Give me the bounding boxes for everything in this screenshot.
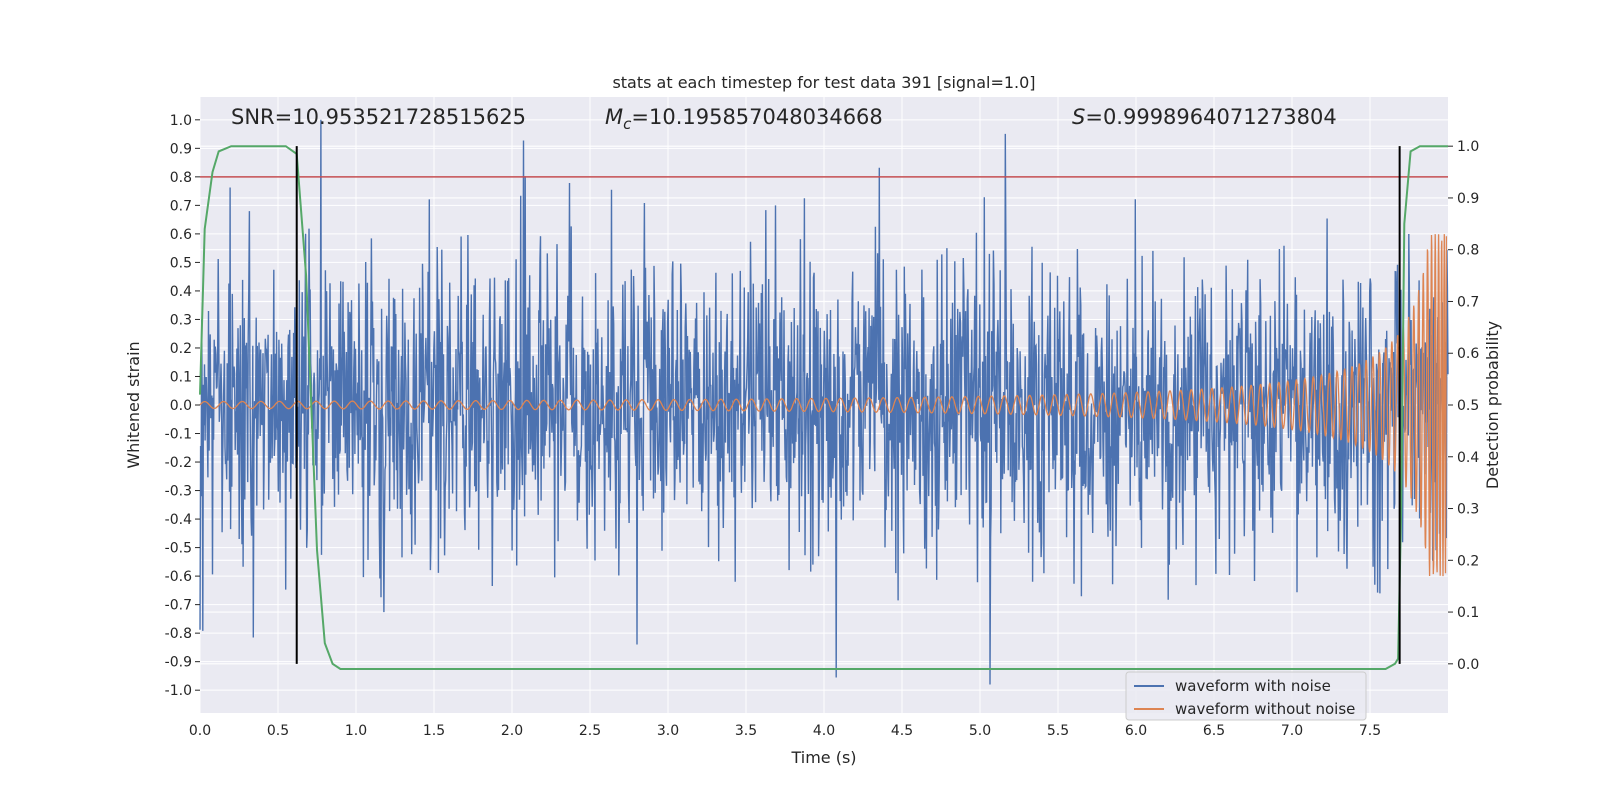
y-tick-label: -0.8 (165, 626, 192, 642)
chirp-mass-value: =10.195857048034668 (631, 105, 882, 129)
series-detection-probability (199, 145, 1448, 670)
x-tick-label: 0.5 (267, 723, 289, 739)
y2-tick-label: 1.0 (1457, 139, 1479, 155)
y-tick-label: -0.7 (165, 598, 192, 614)
x-tick-label: 3.0 (657, 723, 679, 739)
chart-title: stats at each timestep for test data 391… (612, 73, 1035, 92)
statistic-value: =0.9998964071273804 (1085, 105, 1336, 129)
y-tick-label: 0.6 (170, 227, 192, 243)
x-tick-label: 2.0 (501, 723, 523, 739)
snr-annotation: SNR=10.953521728515625 (231, 105, 526, 129)
statistic-annotation: S=0.9998964071273804 (1072, 105, 1337, 129)
y-tick-label: -0.5 (165, 541, 192, 557)
y-tick-label: 0.5 (170, 255, 192, 271)
y2-tick-label: 0.5 (1457, 398, 1479, 414)
y2-tick-label: 0.2 (1457, 553, 1479, 569)
y2-tick-label: 0.3 (1457, 502, 1479, 518)
y2-tick-label: 0.8 (1457, 243, 1479, 259)
y2-axis-label: Detection probability (1483, 321, 1502, 489)
chirp-mass-subscript: c (623, 115, 632, 133)
x-tick-label: 4.0 (813, 723, 835, 739)
x-tick-label: 7.5 (1359, 723, 1381, 739)
y2-tick-label: 0.4 (1457, 450, 1479, 466)
x-tick-label: 3.5 (735, 723, 757, 739)
chirp-mass-symbol: M (605, 105, 623, 129)
y2-axis-ticks: 1.0 0.9 0.8 0.7 0.6 0.5 0.4 0.3 0.2 0.1 0.0 (1448, 139, 1479, 673)
x-axis-ticks: 0.0 0.5 1.0 1.5 2.0 2.5 3.0 3.5 4.0 4.5 5.0 5.5 6.0 6… (189, 723, 1381, 739)
probability-trace (199, 145, 1448, 670)
x-tick-label: 6.5 (1203, 723, 1225, 739)
series-waveform-with-noise (199, 119, 1449, 685)
y-tick-label: -0.9 (165, 655, 192, 671)
y2-tick-label: 0.0 (1457, 657, 1479, 673)
x-tick-label: 1.5 (423, 723, 445, 739)
legend-label-clean: waveform without noise (1175, 700, 1355, 718)
y-tick-label: 0.4 (170, 284, 192, 300)
chirp-trace (199, 234, 1448, 577)
legend-box (1125, 671, 1367, 721)
y-tick-label: -0.6 (165, 569, 192, 585)
y-tick-label: 0.7 (170, 198, 192, 214)
statistic-symbol: S (1072, 105, 1085, 129)
y2-tick-label: 0.1 (1457, 605, 1479, 621)
event-markers (295, 146, 1401, 664)
series-waveform-without-noise (199, 234, 1448, 577)
x-tick-label: 0.0 (189, 723, 211, 739)
y-tick-label: 0.2 (170, 341, 192, 357)
y-tick-label: 0.9 (170, 141, 192, 157)
x-tick-label: 2.5 (579, 723, 601, 739)
y2-tick-label: 0.7 (1457, 294, 1479, 310)
legend-label-noise: waveform with noise (1175, 677, 1331, 695)
y2-tick-label: 0.6 (1457, 346, 1479, 362)
noise-trace (199, 119, 1449, 685)
x-tick-label: 6.0 (1125, 723, 1147, 739)
y-tick-label: 0.0 (170, 398, 192, 414)
x-tick-label: 1.0 (345, 723, 367, 739)
y-tick-label: 0.8 (170, 170, 192, 186)
y-tick-label: -0.4 (165, 512, 192, 528)
legend: waveform with noise waveform without noi… (1125, 671, 1367, 721)
x-tick-label: 4.5 (891, 723, 913, 739)
y-tick-label: -0.3 (165, 484, 192, 500)
y-tick-label: -0.2 (165, 455, 192, 471)
chirp-mass-annotation: Mc=10.195857048034668 (605, 105, 883, 133)
x-tick-label: 7.0 (1281, 723, 1303, 739)
y-tick-label: 1.0 (170, 113, 192, 129)
y2-tick-label: 0.9 (1457, 191, 1479, 207)
y-tick-label: 0.3 (170, 312, 192, 328)
x-axis-label: Time (s) (790, 748, 856, 767)
y-tick-label: -1.0 (165, 683, 192, 699)
y-tick-label: -0.1 (165, 427, 192, 443)
x-tick-label: 5.5 (1047, 723, 1069, 739)
y-tick-label: 0.1 (170, 369, 192, 385)
y-axis-ticks: 1.0 0.9 0.8 0.7 0.6 0.5 0.4 0.3 0.2 0.1 0.0 -0.1 -0.… (165, 113, 200, 699)
y-axis-label: Whitened strain (124, 341, 143, 468)
x-tick-label: 5.0 (969, 723, 991, 739)
